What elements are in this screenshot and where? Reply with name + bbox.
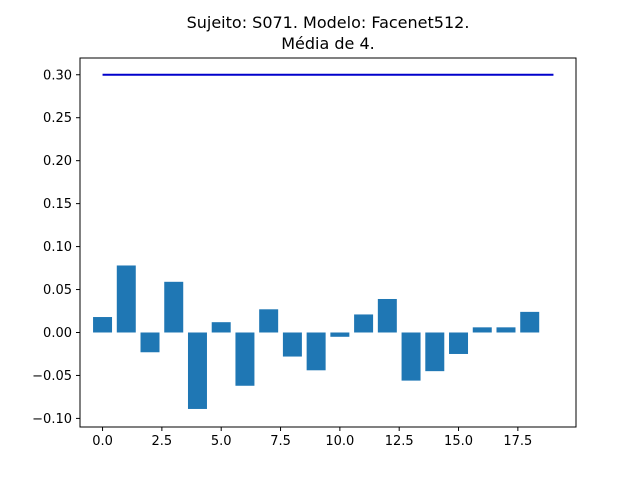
x-tick-label: 12.5 xyxy=(385,434,414,449)
bar-13 xyxy=(401,332,421,381)
y-axis: −0.10 −0.05 0.00 0.05 0.10 0.15 0.20 0.25 0.30 xyxy=(32,68,80,427)
bar-10 xyxy=(330,332,350,337)
bar-12 xyxy=(377,298,397,333)
bar-18 xyxy=(520,311,540,333)
bar-14 xyxy=(425,332,445,372)
y-tick-label: 0.00 xyxy=(43,326,72,341)
bar-2 xyxy=(140,332,160,353)
y-tick-label: 0.15 xyxy=(43,197,72,212)
bar-6 xyxy=(235,332,255,386)
bar-17 xyxy=(496,327,516,333)
y-tick-label: −0.10 xyxy=(32,412,72,427)
bar-11 xyxy=(354,314,374,333)
x-tick-label: 2.5 xyxy=(152,434,173,449)
bar-1 xyxy=(116,265,136,333)
bar-15 xyxy=(449,332,469,354)
bar-3 xyxy=(164,281,184,333)
chart-title-line2: Média de 4. xyxy=(281,34,375,53)
y-tick-label: 0.10 xyxy=(43,240,72,255)
y-tick-label: 0.20 xyxy=(43,154,72,169)
x-tick-label: 0.0 xyxy=(92,434,113,449)
bar-7 xyxy=(259,309,279,333)
chart-title-line1: Sujeito: S071. Modelo: Facenet512. xyxy=(187,13,470,32)
bar-4 xyxy=(187,332,207,409)
x-tick-label: 10.0 xyxy=(325,434,354,449)
bar-8 xyxy=(282,332,302,357)
y-tick-label: −0.05 xyxy=(32,369,72,384)
y-tick-label: 0.25 xyxy=(43,111,72,126)
bars-group xyxy=(93,265,540,409)
y-tick-label: 0.30 xyxy=(43,68,72,83)
x-tick-label: 7.5 xyxy=(270,434,291,449)
plot-frame xyxy=(79,57,577,428)
bar-5 xyxy=(211,322,231,333)
x-axis: 0.0 2.5 5.0 7.5 10.0 12.5 15.0 17.5 xyxy=(92,427,532,449)
x-tick-label: 5.0 xyxy=(211,434,232,449)
bar-16 xyxy=(472,327,492,333)
x-tick-label: 17.5 xyxy=(503,434,532,449)
x-tick-label: 15.0 xyxy=(444,434,473,449)
bar-9 xyxy=(306,332,326,371)
y-tick-label: 0.05 xyxy=(43,283,72,298)
bar-0 xyxy=(93,317,113,333)
